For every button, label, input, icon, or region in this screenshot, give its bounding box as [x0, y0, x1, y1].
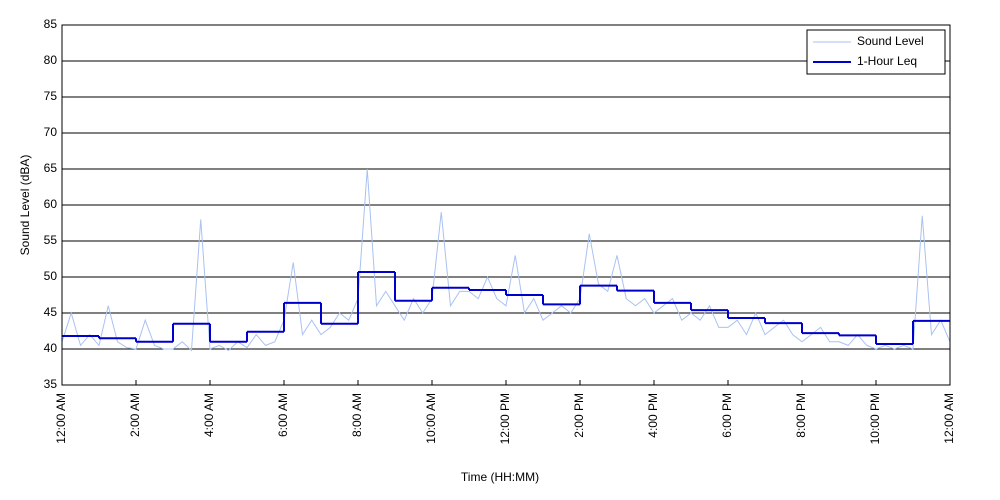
- x-tick-label: 4:00 AM: [202, 393, 216, 437]
- y-tick-label: 70: [44, 125, 58, 139]
- y-tick-label: 80: [44, 53, 58, 67]
- y-tick-label: 85: [44, 17, 58, 31]
- x-tick-label: 10:00 PM: [868, 393, 882, 444]
- legend-box: [806, 29, 946, 75]
- x-tick-label: 6:00 PM: [720, 393, 734, 438]
- y-tick-label: 75: [44, 89, 58, 103]
- y-tick-label: 40: [44, 341, 58, 355]
- y-tick-label: 55: [44, 233, 58, 247]
- y-axis-label: Sound Level (dBA): [18, 155, 32, 256]
- x-tick-label: 2:00 PM: [572, 393, 586, 438]
- x-tick-label: 8:00 PM: [794, 393, 808, 438]
- legend-label: Sound Level: [857, 34, 924, 48]
- x-tick-label: 6:00 AM: [276, 393, 290, 437]
- y-tick-label: 45: [44, 305, 58, 319]
- x-tick-label: 10:00 AM: [424, 393, 438, 444]
- sound-level-line: [61, 168, 951, 352]
- x-tick-label: 8:00 AM: [350, 393, 364, 437]
- y-tick-label: 35: [44, 377, 58, 391]
- y-tick-label: 50: [44, 269, 58, 283]
- plot-frame: [61, 24, 951, 386]
- x-tick-label: 2:00 AM: [128, 393, 142, 437]
- x-tick-label: 12:00 AM: [942, 393, 956, 444]
- x-tick-label: 12:00 PM: [498, 393, 512, 444]
- y-tick-label: 65: [44, 161, 58, 175]
- x-axis-label: Time (HH:MM): [461, 470, 539, 484]
- x-tick-label: 12:00 AM: [54, 393, 68, 444]
- x-tick-label: 4:00 PM: [646, 393, 660, 438]
- legend-label: 1-Hour Leq: [857, 54, 917, 68]
- y-tick-label: 60: [44, 197, 58, 211]
